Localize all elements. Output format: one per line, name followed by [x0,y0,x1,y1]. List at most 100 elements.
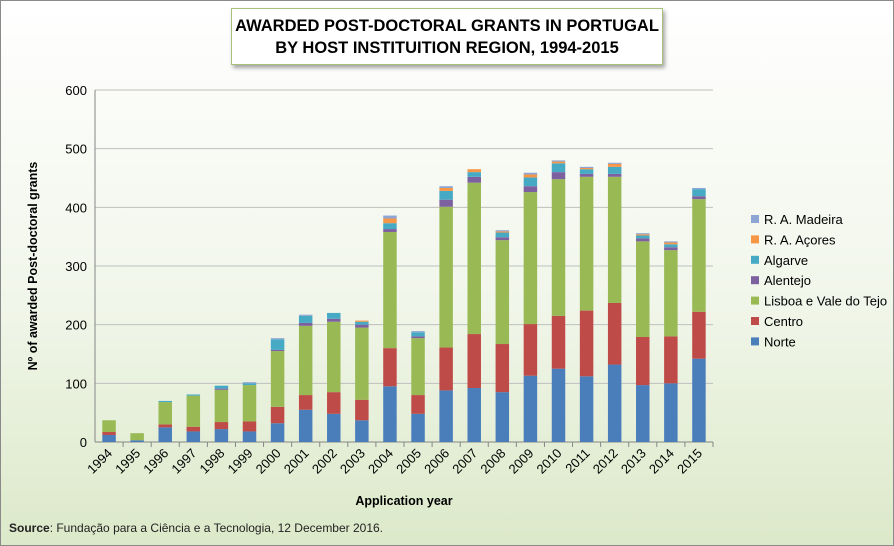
x-tick-label: 1997 [168,446,199,477]
bar-segment [607,302,622,365]
x-tick-label: 2011 [562,446,592,476]
bar-segment [327,312,341,319]
bar-segment [214,385,229,389]
bar-segment [186,426,201,432]
y-tick-label: 500 [65,142,87,157]
bar-segment [214,422,229,430]
bar-segment [495,344,510,393]
y-tick-label: 0 [80,435,87,450]
chart-title-line1: AWARDED POST-DOCTORAL GRANTS IN PORTUGAL [235,16,659,35]
bar-segment [327,321,341,393]
x-axis-title: Application year [355,494,452,508]
x-tick-label: 2009 [505,446,536,477]
bar-segment [242,383,257,386]
legend-swatch [751,255,759,264]
x-tick-label: 2007 [449,446,480,477]
bar-segment [158,402,172,425]
bar-segment [383,348,397,387]
source-text: : Fundação para a Ciência e a Tecnologia… [49,521,384,535]
bar-segment [579,176,594,311]
bar-segment [383,218,397,224]
x-tick-label: 1999 [225,446,256,477]
bar-segment [551,160,566,162]
bar-segment [242,382,257,384]
legend-swatch [751,296,759,305]
bar-segment [664,250,678,337]
bar-segment [495,240,510,345]
bar-segment [327,318,341,322]
bar-segment [523,177,538,187]
bar-segment [355,399,369,421]
bar-segment [636,238,650,242]
y-tick-label: 400 [65,200,87,215]
bar-segment [298,314,313,316]
legend-label: Alentejo [764,273,811,288]
bar-segment [298,409,313,442]
bar-segment [439,187,453,191]
bar-segment [130,433,144,441]
bar-segment [523,174,538,178]
chart-title-line2: BY HOST INSTITUITION REGION, 1994-2015 [275,38,619,57]
bar-segment [439,206,453,348]
bar-segment [551,163,566,173]
x-tick-label: 1994 [84,446,115,477]
y-tick-label: 100 [65,376,87,391]
legend-swatch [751,235,759,244]
bar-segment [607,163,622,167]
bar-segment [411,332,425,337]
bar-segment [439,186,453,188]
bar-segment [607,166,622,174]
bar-segment [607,162,622,164]
bar-segment [551,315,566,369]
bar-segment [411,413,425,442]
bar-segment [270,406,285,424]
bar-segment [636,233,650,235]
legend-label: Centro [764,314,803,329]
bar-segment [579,169,594,174]
bar-segment [270,338,285,340]
bar-segment [523,192,538,325]
bar-segment [158,400,172,403]
bar-segment [467,169,481,173]
bar-segment [551,179,566,316]
chart-title: AWARDED POST-DOCTORAL GRANTS IN PORTUGAL… [231,8,663,65]
bar-segment [327,392,341,414]
legend-label: R. A. Madeira [764,212,844,227]
y-axis-title: Nº of awarded Post-doctoral grants [26,162,40,371]
x-tick-label: 2000 [253,446,284,477]
legend-swatch [751,317,759,325]
bar-segment [355,327,369,400]
bar-segment [214,429,229,442]
bar-segment [439,390,453,442]
bar-segment [467,176,481,183]
bar-segment [130,440,144,442]
x-tick-label: 2015 [674,446,705,477]
legend-label: Lisboa e Vale do Tejo [764,294,887,309]
bar-segment [523,375,538,442]
x-tick-label: 2004 [365,446,396,477]
bar-segment [495,232,510,238]
bar-segment [355,324,369,328]
bar-segment [439,347,453,391]
bar-segment [102,434,116,442]
bar-segment [495,392,510,442]
bar-segment [383,223,397,230]
bar-segment [411,336,425,339]
bar-segment [270,349,285,352]
x-tick-label: 2001 [281,446,312,477]
bar-segment [664,247,678,251]
bar-segment [467,182,481,335]
x-tick-label: 2008 [477,446,508,477]
bar-segment [551,161,566,164]
bar-segment [298,322,313,326]
bar-segment [355,320,369,322]
bar-segment [664,242,678,245]
bar-segment [607,364,622,442]
bar-segment [186,394,201,396]
bar-segment [439,190,453,200]
bar-segment [467,334,481,389]
bar-segment [636,235,650,239]
bar-segment [664,241,678,243]
bar-segment [411,395,425,414]
bar-segment [327,413,341,442]
